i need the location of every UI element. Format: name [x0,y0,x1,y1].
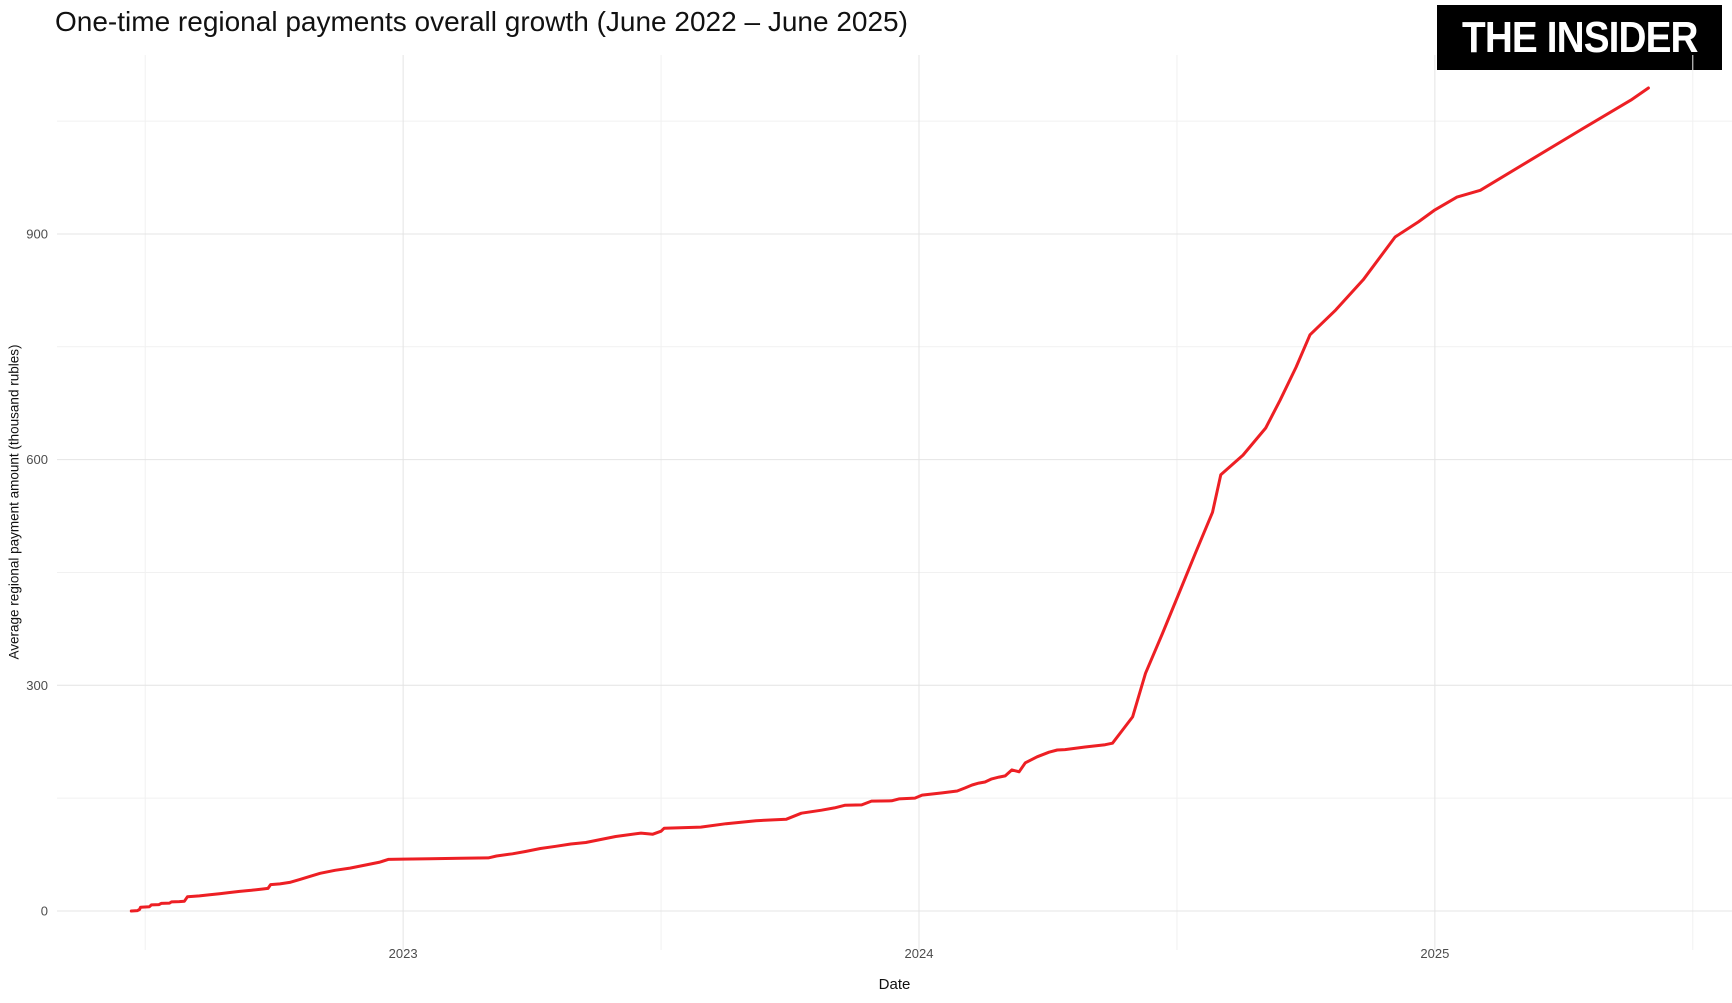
grid-minor [57,55,1732,950]
x-axis-title: Date [878,976,911,993]
series-line [129,86,1650,913]
the-insider-logo: THE INSIDER [1437,5,1722,70]
x-tick-label: 2025 [1420,946,1449,961]
grid-major [57,55,1732,950]
y-tick-label: 600 [26,452,48,467]
x-tick-label: 2024 [905,946,934,961]
logo-text: THE INSIDER [1461,12,1698,62]
x-tick-label: 2023 [389,946,418,961]
y-tick-label: 0 [41,903,48,918]
y-axis-title: Average regional payment amount (thousan… [6,344,22,660]
chart-title: One-time regional payments overall growt… [55,6,908,37]
y-tick-label: 300 [26,678,48,693]
tick-labels: 2023 2024 2025 0 300 600 900 [26,226,1449,961]
y-tick-label: 900 [26,226,48,241]
